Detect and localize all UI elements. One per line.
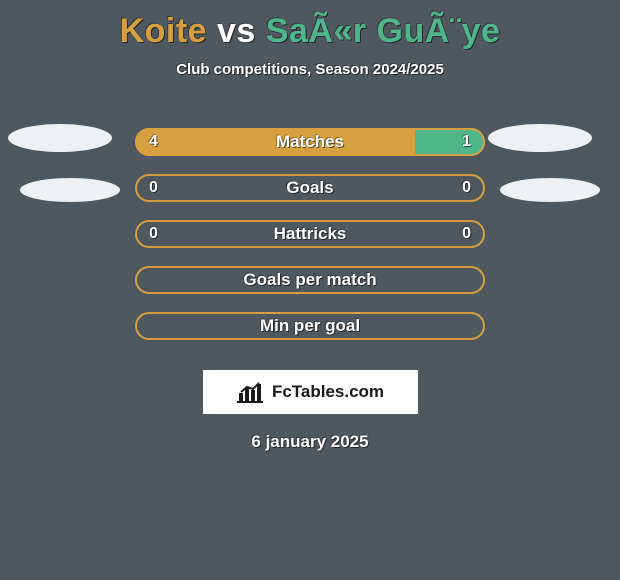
stat-rows: Matches41Goals00Hattricks00Goals per mat… <box>0 128 620 340</box>
stat-row: Goals per match <box>135 266 485 294</box>
right-avatar-placeholder <box>500 178 600 202</box>
stat-row: Matches4 1 <box>135 128 485 156</box>
page-title: Koite vs SaÃ«r GuÃ¨ye <box>0 0 620 51</box>
stat-label: Goals <box>135 174 485 202</box>
stat-label: Goals per match <box>135 266 485 294</box>
source-badge: FcTables.com <box>203 370 418 414</box>
left-avatar-placeholder <box>8 124 112 152</box>
left-avatar-placeholder <box>20 178 120 202</box>
stat-value-right: 0 <box>462 220 471 248</box>
title-vs: vs <box>217 12 256 50</box>
subtitle: Club competitions, Season 2024/2025 <box>0 61 620 78</box>
stat-value-right: 0 <box>462 174 471 202</box>
chart-bars-icon <box>236 381 264 403</box>
stat-value-left: 0 <box>149 174 158 202</box>
stat-label: Hattricks <box>135 220 485 248</box>
source-badge-text: FcTables.com <box>272 382 384 402</box>
stat-row: Goals0 0 <box>135 174 485 202</box>
player-b-name: SaÃ«r GuÃ¨ye <box>266 12 501 50</box>
comparison-card: Koite vs SaÃ«r GuÃ¨ye Club competitions,… <box>0 0 620 580</box>
stat-value-left: 0 <box>149 220 158 248</box>
stat-row: Min per goal <box>135 312 485 340</box>
player-a-name: Koite <box>120 12 208 50</box>
stat-label: Matches <box>135 128 485 156</box>
stat-value-left: 4 <box>149 128 158 156</box>
stat-value-right: 1 <box>462 128 471 156</box>
stat-label: Min per goal <box>135 312 485 340</box>
stat-row: Hattricks0 0 <box>135 220 485 248</box>
date-text: 6 january 2025 <box>0 432 620 452</box>
right-avatar-placeholder <box>488 124 592 152</box>
